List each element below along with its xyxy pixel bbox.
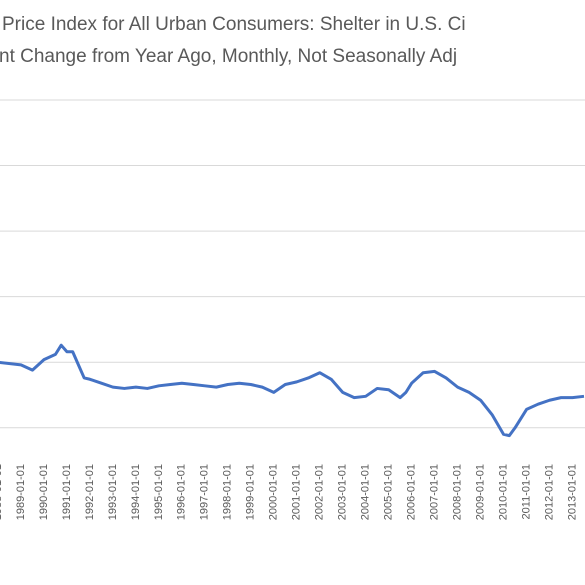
x-tick-label: 2013-01-01 [566, 464, 578, 520]
x-tick-label: 2002-01-01 [314, 464, 326, 520]
x-tick-label: 2012-01-01 [543, 464, 555, 520]
x-tick-label: 2000-01-01 [268, 464, 280, 520]
x-tick-label: 1994-01-01 [130, 464, 142, 520]
x-tick-label: 1991-01-01 [61, 464, 73, 520]
x-tick-label: 1999-01-01 [245, 464, 257, 520]
x-tick-label: 1995-01-01 [153, 464, 165, 520]
x-tick-label: 2005-01-01 [383, 464, 395, 520]
x-tick-label: 1993-01-01 [107, 464, 119, 520]
x-tick-label: 2006-01-01 [406, 464, 418, 520]
x-tick-label: 1989-01-01 [15, 464, 27, 520]
x-tick-label: 1996-01-01 [176, 464, 188, 520]
x-tick-label: 2001-01-01 [291, 464, 303, 520]
x-tick-label: 2007-01-01 [429, 464, 441, 520]
x-tick-label: 1990-01-01 [38, 464, 50, 520]
x-tick-label: 1998-01-01 [222, 464, 234, 520]
chart-title: Price Index for All Urban Consumers: She… [2, 14, 466, 35]
x-tick-label: 2003-01-01 [337, 464, 349, 520]
x-tick-label: 2011-01-01 [520, 464, 532, 519]
x-tick-label: 1992-01-01 [84, 464, 96, 520]
x-tick-label: 1997-01-01 [199, 464, 211, 520]
x-tick-label: 2004-01-01 [360, 464, 372, 520]
x-tick-label: 1988-01-01 [0, 464, 4, 520]
x-tick-label: 2008-01-01 [452, 464, 464, 520]
x-tick-label: 2010-01-01 [497, 464, 509, 520]
x-tick-label: 2009-01-01 [474, 464, 486, 520]
chart-subtitle: nt Change from Year Ago, Monthly, Not Se… [0, 46, 457, 67]
data-line [0, 343, 585, 438]
